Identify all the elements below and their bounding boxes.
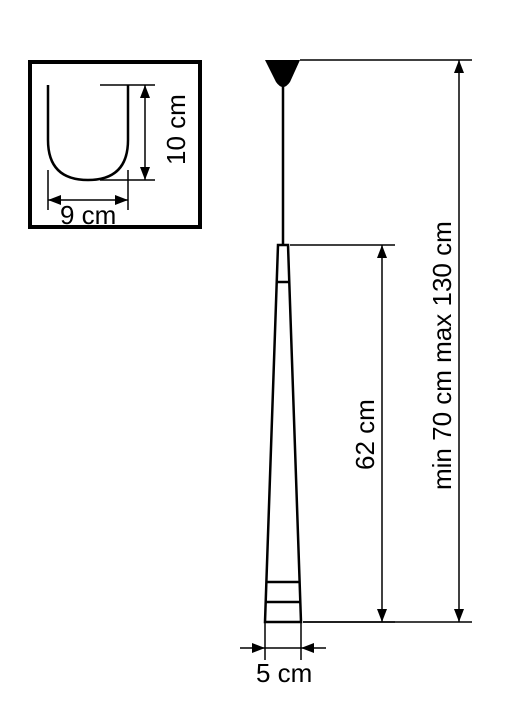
bottom-width-label: 5 cm [256,658,312,688]
technical-drawing: 10 cm 9 cm 5 c [0,0,513,720]
pendant-lamp [265,60,301,622]
total-height-label: min 70 cm max 130 cm [427,221,457,490]
inset-width-label: 9 cm [60,200,116,230]
dim-body-height: 62 cm [290,245,395,622]
dim-total-height: min 70 cm max 130 cm [300,60,472,622]
inset-box: 10 cm 9 cm [30,62,200,230]
inset-height-label: 10 cm [161,94,191,165]
dim-bottom-width: 5 cm [240,622,326,688]
body-height-label: 62 cm [350,399,380,470]
diagram-container: 10 cm 9 cm 5 c [0,0,513,720]
